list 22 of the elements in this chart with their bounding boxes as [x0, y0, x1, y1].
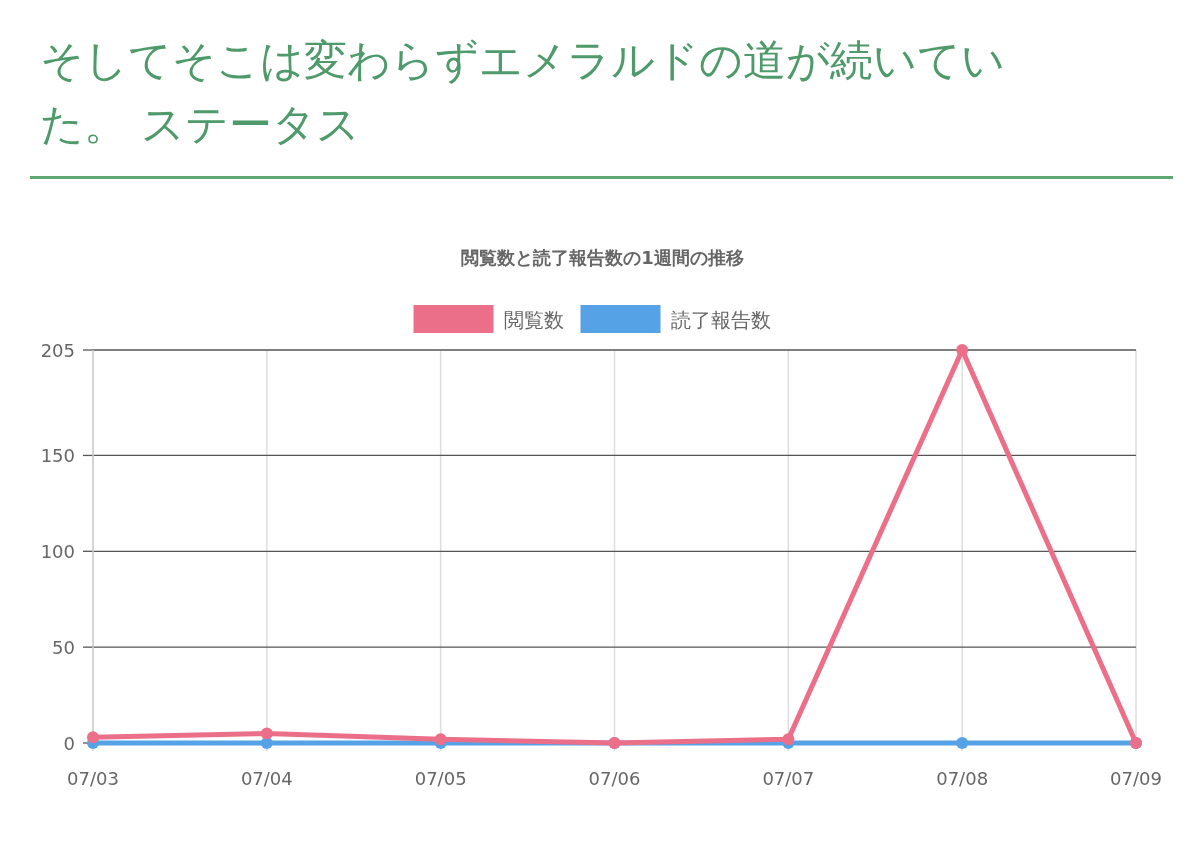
x-tick-label: 07/05 — [414, 768, 467, 789]
y-tick-label: 150 — [40, 445, 75, 467]
y-tick-label: 0 — [63, 733, 75, 754]
chart-title: そしてそこは変わらずエメラルドの道が続いていた。 ステータス — [40, 34, 1006, 151]
y-tick-label: 50 — [52, 637, 75, 659]
point — [956, 737, 969, 749]
x-tick-label: 07/08 — [936, 768, 989, 789]
legend-label: 読了報告数 — [670, 308, 771, 332]
legend-label: 閲覧数 — [503, 308, 564, 332]
point — [434, 733, 447, 746]
x-tick-label: 07/04 — [240, 768, 293, 789]
point — [782, 733, 795, 746]
y-tick-label: 205 — [40, 340, 75, 361]
x-tick-label: 07/07 — [762, 768, 815, 789]
x-tick-label: 07/06 — [588, 768, 641, 789]
chart-subtitle: 閲覧数と読了報告数の1週間の推移 — [461, 247, 744, 268]
y-tick-label: 100 — [40, 541, 75, 563]
x-tick-label: 07/09 — [1110, 768, 1162, 789]
point — [260, 727, 273, 740]
point — [260, 737, 273, 749]
x-tick-label: 07/03 — [67, 768, 119, 789]
point — [87, 731, 99, 744]
